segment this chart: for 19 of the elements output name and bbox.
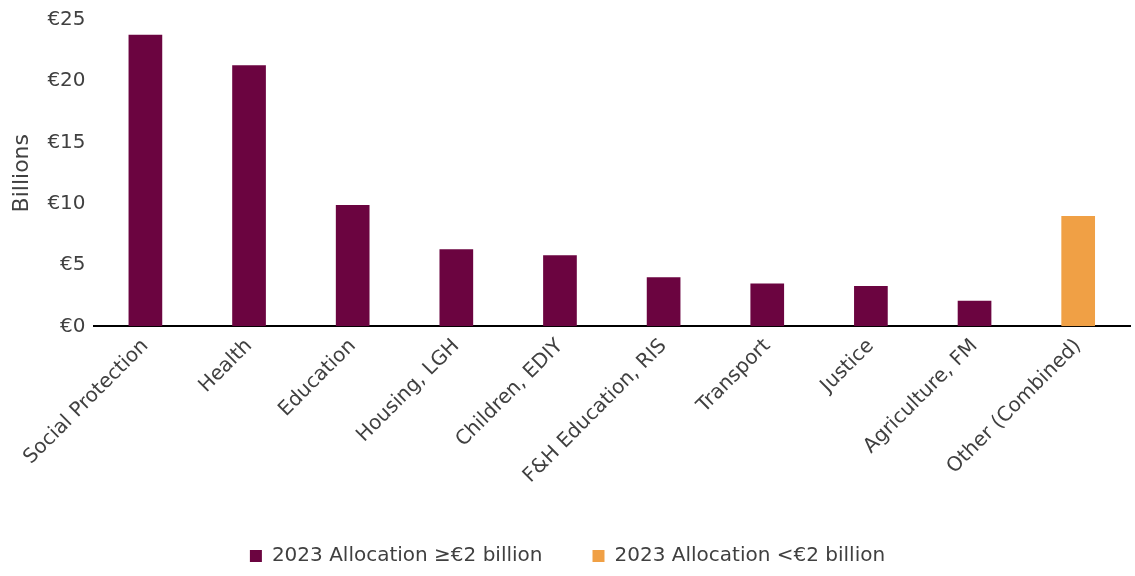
bar (543, 255, 577, 327)
bar (1061, 216, 1096, 327)
y-axis-title: Billions (7, 133, 33, 213)
y-tick-label: €20 (47, 67, 86, 92)
y-tick-label: €5 (60, 251, 86, 276)
bar (646, 277, 681, 327)
y-tick-label: €10 (47, 190, 86, 215)
bar (854, 285, 888, 327)
y-tick-label: €15 (47, 128, 86, 153)
bar (750, 283, 785, 327)
legend-label: 2023 Allocation <€2 billion (614, 542, 886, 567)
bar (128, 34, 163, 327)
bar (335, 205, 370, 327)
bar (439, 249, 474, 327)
y-tick-label: €0 (60, 312, 86, 337)
y-tick-label: €25 (47, 6, 86, 31)
legend-label: 2023 Allocation ≥€2 billion (271, 542, 543, 567)
bar (957, 300, 992, 327)
bar (232, 65, 266, 327)
